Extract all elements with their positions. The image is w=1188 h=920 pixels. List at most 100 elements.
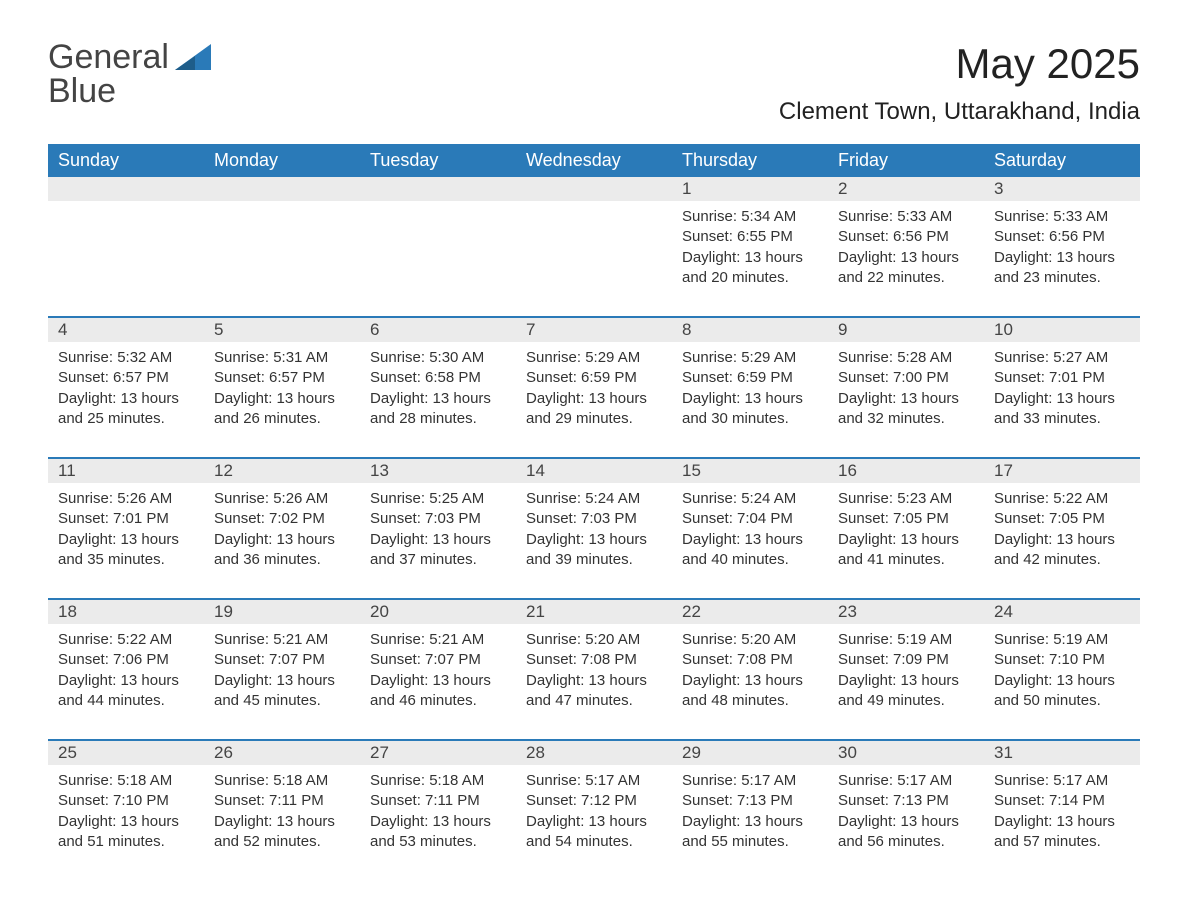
calendar-cell: 16 Sunrise: 5:23 AMSunset: 7:05 PMDayligh… — [828, 458, 984, 599]
title-block: May 2025 Clement Town, Uttarakhand, Indi… — [779, 40, 1140, 126]
calendar-cell: 28Sunrise: 5:17 AMSunset: 7:12 PMDayligh… — [516, 740, 672, 880]
calendar-cell — [204, 177, 360, 317]
day-number: 28 — [516, 741, 672, 765]
sunrise-text: Sunrise: 5:32 AM — [58, 348, 194, 368]
calendar-cell: 30Sunrise: 5:17 AMSunset: 7:13 PMDayligh… — [828, 740, 984, 880]
day-content — [516, 201, 672, 291]
sunset-text: Sunset: 7:01 PM — [58, 509, 194, 529]
calendar-cell — [48, 177, 204, 317]
sunset-text: Sunset: 7:05 PM — [838, 509, 974, 529]
day-number: 30 — [828, 741, 984, 765]
day-number: 13 — [360, 459, 516, 483]
day-header: Wednesday — [516, 144, 672, 177]
sunrise-text: Sunrise: 5:17 AM — [994, 771, 1130, 791]
header: General Blue May 2025 Clement Town, Utta… — [48, 40, 1140, 126]
sunset-text: Sunset: 7:11 PM — [214, 791, 350, 811]
sunset-text: Sunset: 7:10 PM — [58, 791, 194, 811]
day-number: 21 — [516, 600, 672, 624]
daylight-text: Daylight: 13 hours and 29 minutes. — [526, 389, 662, 430]
calendar-cell: 4Sunrise: 5:32 AMSunset: 6:57 PMDaylight… — [48, 317, 204, 458]
sunrise-text: Sunrise: 5:24 AM — [682, 489, 818, 509]
day-content: Sunrise: 5:27 AMSunset: 7:01 PMDaylight:… — [984, 342, 1140, 457]
sunrise-text: Sunrise: 5:17 AM — [838, 771, 974, 791]
day-content: Sunrise: 5:25 AMSunset: 7:03 PMDaylight:… — [360, 483, 516, 598]
calendar-cell: 2Sunrise: 5:33 AMSunset: 6:56 PMDaylight… — [828, 177, 984, 317]
day-content: Sunrise: 5:21 AMSunset: 7:07 PMDaylight:… — [204, 624, 360, 739]
sunrise-text: Sunrise: 5:29 AM — [682, 348, 818, 368]
daylight-text: Daylight: 13 hours and 45 minutes. — [214, 671, 350, 712]
sunrise-text: Sunrise: 5:24 AM — [526, 489, 662, 509]
calendar-cell: 5Sunrise: 5:31 AMSunset: 6:57 PMDaylight… — [204, 317, 360, 458]
sunset-text: Sunset: 7:03 PM — [370, 509, 506, 529]
sunrise-text: Sunrise: 5:19 AM — [838, 630, 974, 650]
daylight-text: Daylight: 13 hours and 20 minutes. — [682, 248, 818, 289]
daylight-text: Daylight: 13 hours and 47 minutes. — [526, 671, 662, 712]
calendar-week: 18Sunrise: 5:22 AMSunset: 7:06 PMDayligh… — [48, 599, 1140, 740]
day-content: Sunrise: 5:29 AMSunset: 6:59 PMDaylight:… — [516, 342, 672, 457]
logo-triangle-icon — [175, 44, 211, 70]
sunrise-text: Sunrise: 5:26 AM — [214, 489, 350, 509]
day-header: Tuesday — [360, 144, 516, 177]
day-content: Sunrise: 5:34 AMSunset: 6:55 PMDaylight:… — [672, 201, 828, 316]
day-number: 16 — [828, 459, 984, 483]
daylight-text: Daylight: 13 hours and 41 minutes. — [838, 530, 974, 571]
day-number: 29 — [672, 741, 828, 765]
day-content: Sunrise: 5:18 AMSunset: 7:11 PMDaylight:… — [360, 765, 516, 880]
day-number: 11 — [48, 459, 204, 483]
sunset-text: Sunset: 7:07 PM — [370, 650, 506, 670]
day-content: Sunrise: 5:20 AMSunset: 7:08 PMDaylight:… — [516, 624, 672, 739]
month-title: May 2025 — [779, 40, 1140, 88]
sunset-text: Sunset: 6:57 PM — [58, 368, 194, 388]
sunset-text: Sunset: 7:01 PM — [994, 368, 1130, 388]
day-content: Sunrise: 5:24 AMSunset: 7:04 PMDaylight:… — [672, 483, 828, 598]
daylight-text: Daylight: 13 hours and 42 minutes. — [994, 530, 1130, 571]
sunset-text: Sunset: 7:07 PM — [214, 650, 350, 670]
daylight-text: Daylight: 13 hours and 48 minutes. — [682, 671, 818, 712]
daylight-text: Daylight: 13 hours and 55 minutes. — [682, 812, 818, 853]
day-content: Sunrise: 5:18 AMSunset: 7:10 PMDaylight:… — [48, 765, 204, 880]
sunrise-text: Sunrise: 5:20 AM — [682, 630, 818, 650]
calendar-cell: 1Sunrise: 5:34 AMSunset: 6:55 PMDaylight… — [672, 177, 828, 317]
day-header: Sunday — [48, 144, 204, 177]
calendar-cell: 3Sunrise: 5:33 AMSunset: 6:56 PMDaylight… — [984, 177, 1140, 317]
sunset-text: Sunset: 7:10 PM — [994, 650, 1130, 670]
day-number: 23 — [828, 600, 984, 624]
location: Clement Town, Uttarakhand, India — [779, 98, 1140, 126]
day-number: 19 — [204, 600, 360, 624]
sunset-text: Sunset: 7:04 PM — [682, 509, 818, 529]
calendar-cell — [360, 177, 516, 317]
day-content: Sunrise: 5:32 AMSunset: 6:57 PMDaylight:… — [48, 342, 204, 457]
day-header: Monday — [204, 144, 360, 177]
day-number: 27 — [360, 741, 516, 765]
day-content: Sunrise: 5:26 AMSunset: 7:01 PMDaylight:… — [48, 483, 204, 598]
daylight-text: Daylight: 13 hours and 46 minutes. — [370, 671, 506, 712]
sunrise-text: Sunrise: 5:20 AM — [526, 630, 662, 650]
daylight-text: Daylight: 13 hours and 28 minutes. — [370, 389, 506, 430]
day-content: Sunrise: 5:33 AMSunset: 6:56 PMDaylight:… — [984, 201, 1140, 316]
day-number: 14 — [516, 459, 672, 483]
sunrise-text: Sunrise: 5:28 AM — [838, 348, 974, 368]
calendar-cell: 14Sunrise: 5:24 AMSunset: 7:03 PMDayligh… — [516, 458, 672, 599]
sunrise-text: Sunrise: 5:26 AM — [58, 489, 194, 509]
day-number: 26 — [204, 741, 360, 765]
sunset-text: Sunset: 7:03 PM — [526, 509, 662, 529]
logo: General Blue — [48, 40, 211, 108]
sunrise-text: Sunrise: 5:18 AM — [370, 771, 506, 791]
day-content: Sunrise: 5:31 AMSunset: 6:57 PMDaylight:… — [204, 342, 360, 457]
sunrise-text: Sunrise: 5:25 AM — [370, 489, 506, 509]
sunrise-text: Sunrise: 5:23 AM — [838, 489, 974, 509]
day-number — [516, 177, 672, 201]
calendar-cell: 6Sunrise: 5:30 AMSunset: 6:58 PMDaylight… — [360, 317, 516, 458]
sunset-text: Sunset: 7:14 PM — [994, 791, 1130, 811]
daylight-text: Daylight: 13 hours and 40 minutes. — [682, 530, 818, 571]
day-number: 17 — [984, 459, 1140, 483]
calendar-cell: 13Sunrise: 5:25 AMSunset: 7:03 PMDayligh… — [360, 458, 516, 599]
daylight-text: Daylight: 13 hours and 30 minutes. — [682, 389, 818, 430]
calendar-cell: 11Sunrise: 5:26 AMSunset: 7:01 PMDayligh… — [48, 458, 204, 599]
calendar-cell: 22Sunrise: 5:20 AMSunset: 7:08 PMDayligh… — [672, 599, 828, 740]
sunset-text: Sunset: 7:09 PM — [838, 650, 974, 670]
calendar-cell: 12Sunrise: 5:26 AMSunset: 7:02 PMDayligh… — [204, 458, 360, 599]
day-content — [204, 201, 360, 291]
calendar-cell: 20Sunrise: 5:21 AMSunset: 7:07 PMDayligh… — [360, 599, 516, 740]
daylight-text: Daylight: 13 hours and 32 minutes. — [838, 389, 974, 430]
